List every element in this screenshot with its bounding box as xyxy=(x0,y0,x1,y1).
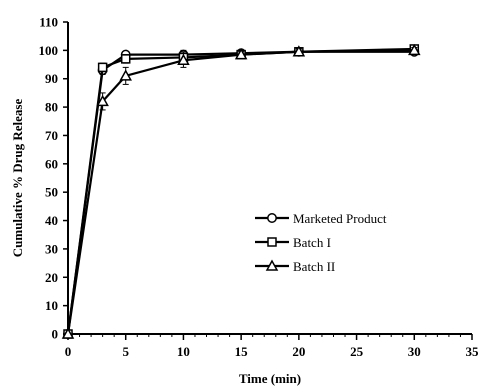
y-tick-label: 10 xyxy=(45,298,58,313)
legend-item: Batch II xyxy=(255,259,335,274)
y-tick-label: 80 xyxy=(45,100,58,115)
x-tick-label: 25 xyxy=(350,344,364,359)
y-tick-label: 30 xyxy=(45,241,58,256)
y-axis-title: Cumulative % Drug Release xyxy=(10,99,25,258)
data-point xyxy=(97,62,108,73)
legend-item: Marketed Product xyxy=(255,211,387,226)
data-point xyxy=(96,94,109,107)
x-tick-label: 15 xyxy=(235,344,249,359)
x-tick-label: 5 xyxy=(122,344,129,359)
data-point xyxy=(177,53,190,66)
legend-marker xyxy=(267,237,277,247)
legend-label: Batch II xyxy=(293,259,335,274)
ticks: 0 10 20 30 40 50 60 70 80 90 100 110 0 5 10 15 20 25 30 35 xyxy=(39,15,480,360)
series-circle xyxy=(63,46,420,339)
y-tick-label: 60 xyxy=(45,156,58,171)
series-line xyxy=(66,49,415,335)
series-line xyxy=(66,50,415,335)
x-axis-title: Time (min) xyxy=(239,371,301,386)
y-tick-label: 50 xyxy=(45,185,58,200)
x-tick-label: 35 xyxy=(466,344,480,359)
y-tick-label: 0 xyxy=(52,327,59,342)
axes xyxy=(67,22,472,335)
legend-label: Batch I xyxy=(293,235,331,250)
series-square xyxy=(63,44,420,339)
x-tick-label: 20 xyxy=(292,344,305,359)
legend-label: Marketed Product xyxy=(293,211,387,226)
x-tick-label: 30 xyxy=(408,344,421,359)
data-point xyxy=(61,327,75,339)
y-tick-label: 110 xyxy=(39,15,58,30)
legend: Marketed Product Batch I Batch II xyxy=(255,211,387,274)
y-tick-label: 70 xyxy=(45,128,58,143)
y-tick-label: 90 xyxy=(45,71,58,86)
y-tick-label: 100 xyxy=(39,43,59,58)
series-line xyxy=(66,47,415,335)
data-point xyxy=(119,69,132,81)
data-point xyxy=(408,43,421,56)
legend-item: Batch I xyxy=(255,235,331,250)
x-tick-label: 0 xyxy=(65,344,72,359)
series-triangle xyxy=(61,43,421,339)
series-group xyxy=(61,43,421,339)
legend-marker xyxy=(267,213,277,223)
x-tick-label: 10 xyxy=(177,344,190,359)
data-point xyxy=(234,48,248,60)
data-point xyxy=(292,45,306,57)
legend-marker xyxy=(265,259,279,271)
y-tick-label: 40 xyxy=(45,213,58,228)
data-point xyxy=(120,54,131,64)
y-tick-label: 20 xyxy=(45,270,58,285)
